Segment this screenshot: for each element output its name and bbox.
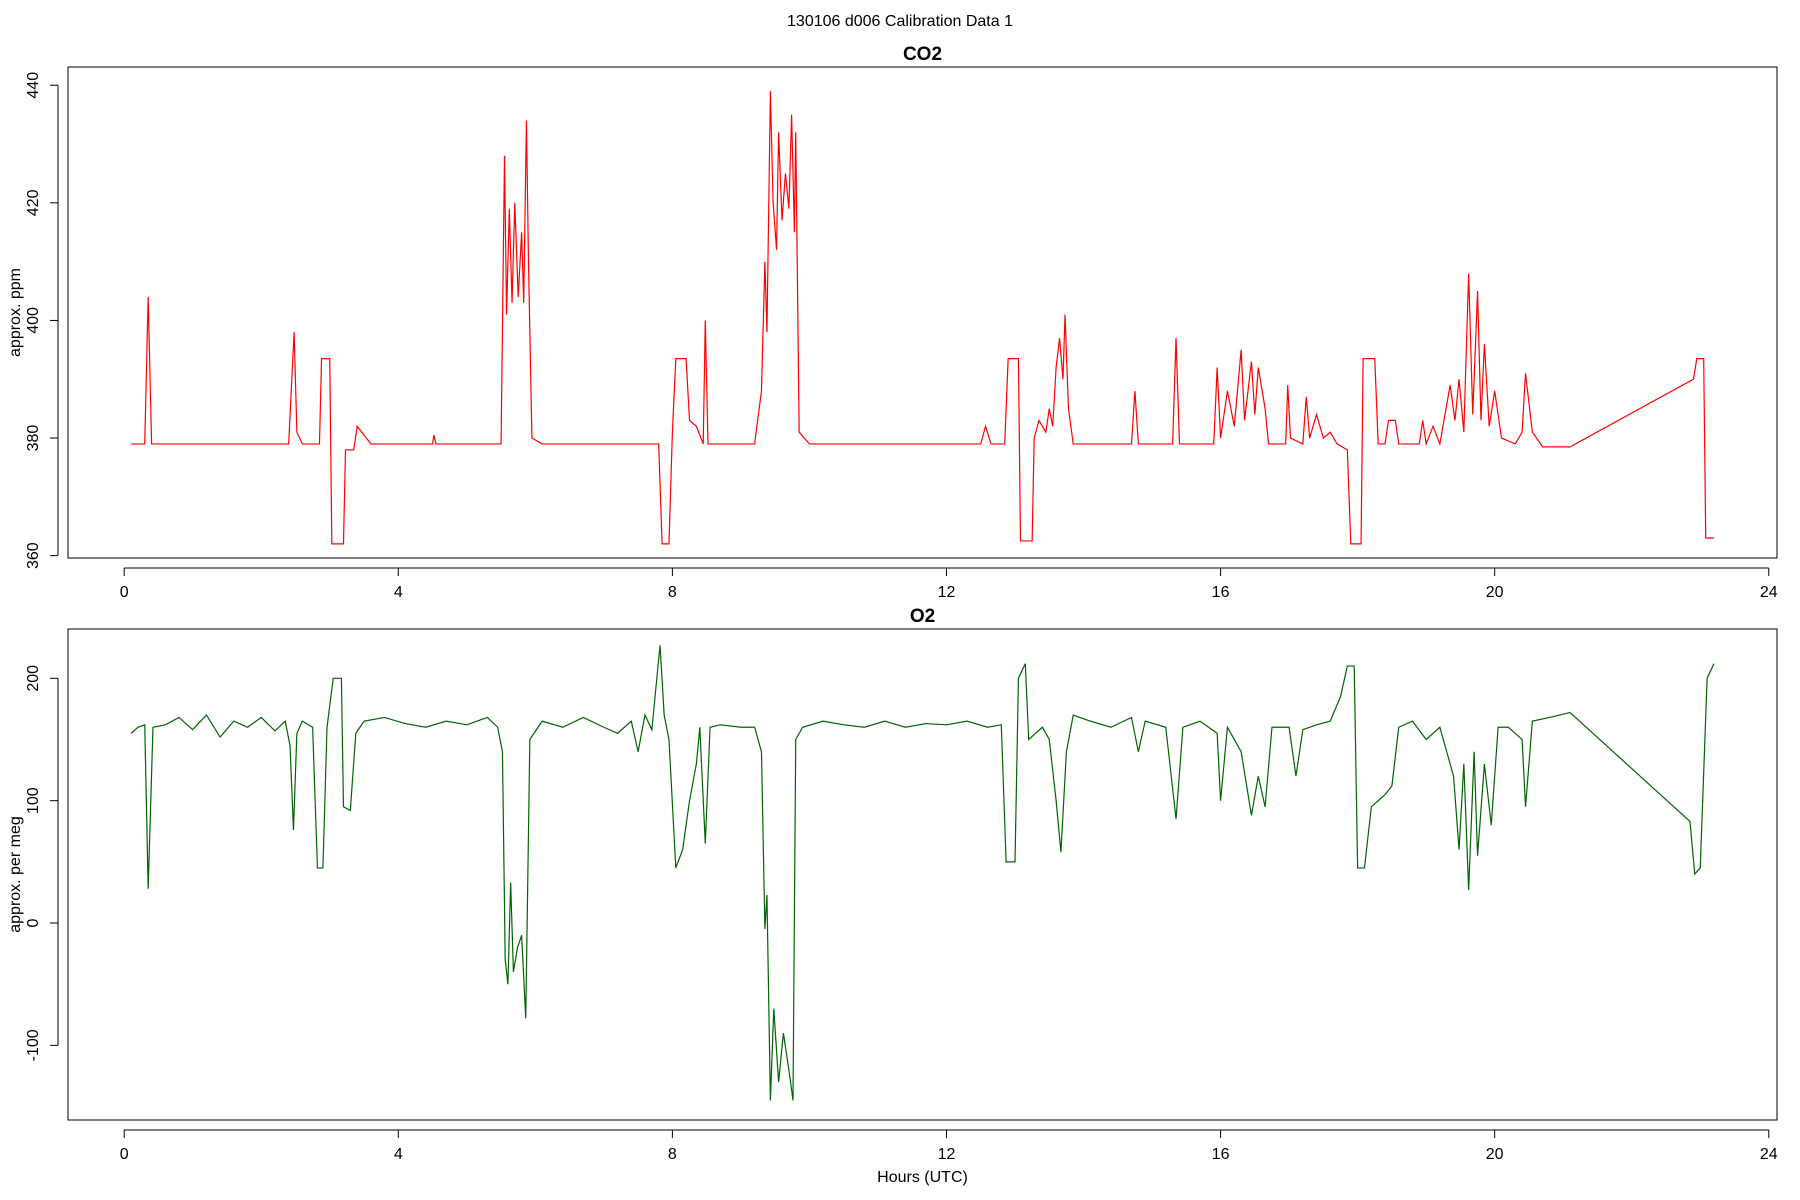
y-tick-label: -100 [25,1029,42,1061]
y-tick-label: 420 [25,189,42,216]
x-tick-label: 24 [1760,1146,1778,1163]
y-tick-label: 440 [25,72,42,99]
plot-box [67,66,1778,559]
x-tick-label: 16 [1212,1146,1230,1163]
x-axis-label: Hours (UTC) [877,1169,968,1186]
y-tick-label: 100 [25,787,42,814]
y-axis-label: approx. per meg [7,816,24,933]
y-tick-label: 380 [25,425,42,452]
data-line [130,645,1715,1101]
x-tick-label: 16 [1212,584,1230,601]
x-tick-label: 8 [668,1146,677,1163]
x-tick-label: 20 [1486,584,1504,601]
x-tick-label: 12 [938,1146,956,1163]
x-tick-label: 8 [668,584,677,601]
figure-title: 130106 d006 Calibration Data 1 [787,13,1013,30]
x-tick-label: 4 [394,1146,403,1163]
x-tick-label: 20 [1486,1146,1504,1163]
x-tick-label: 0 [120,1146,129,1163]
panel-title: O2 [910,606,935,627]
y-tick-label: 0 [25,918,42,927]
x-tick-label: 4 [394,584,403,601]
y-tick-label: 400 [25,307,42,334]
y-tick-label: 200 [25,665,42,692]
x-tick-label: 0 [120,584,129,601]
data-line [131,91,1714,545]
y-tick-label: 360 [25,542,42,569]
panel-title: CO2 [903,44,942,65]
x-tick-label: 12 [938,584,956,601]
y-axis-label: approx. ppm [7,268,24,357]
plot-box [67,628,1778,1121]
x-tick-label: 24 [1760,584,1778,601]
